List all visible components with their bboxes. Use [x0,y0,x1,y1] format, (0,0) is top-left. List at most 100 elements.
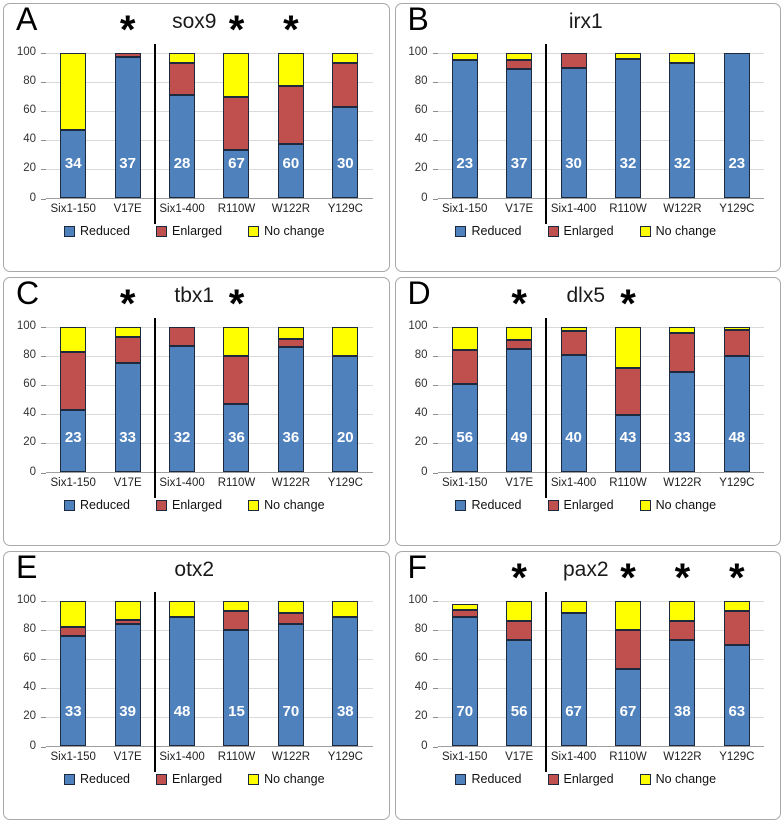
bar-segment-reduced [669,640,696,746]
y-axis: 0 20 40 60 80 100 [10,594,46,751]
x-tick-label: Six1-400 [550,751,597,763]
legend-swatch-enlarged [547,225,559,237]
bar-column-six1-400: 30 [546,53,600,198]
group-divider-line [545,318,548,498]
bar-segment-no-change [723,601,750,612]
bar-segment-reduced [114,363,141,472]
plot-area: 33 39 48 15 70 38 [46,592,373,772]
panel-title: dlx5 [566,284,606,307]
bar-segment-no-change [669,327,696,333]
stacked-bar-y129c [723,601,750,746]
stacked-bar-r110w [614,53,641,198]
stacked-bar-v17e [506,601,533,746]
bar-segment-enlarged [614,630,641,670]
legend-label: Enlarged [563,224,614,238]
bar-column-six1-400: 28 [155,53,209,198]
gridline [437,385,764,386]
stacked-bar-w122r [669,53,696,198]
bar-segment-enlarged [114,337,141,364]
stacked-bar-y129c [723,327,750,472]
bar-segment-enlarged [506,60,533,69]
y-axis: 0 20 40 60 80 100 [10,320,46,477]
panel-title: irx1 [568,10,603,33]
legend-label: No change [264,224,325,238]
y-tick-mark [41,355,46,357]
y-tick-mark [432,443,438,445]
significance-asterisk: * [228,8,245,52]
bar-segment-enlarged [614,367,641,416]
legend-item-no-change: No change [248,224,325,238]
bar-segment-no-change [223,601,250,612]
x-tick-label: R110W [609,203,647,215]
bar-segment-no-change [451,603,478,610]
bar-count-label: 70 [456,703,474,720]
stacked-bar-six1-400 [560,327,587,472]
x-tick-label: R110W [217,477,256,489]
x-tick-label: R110W [609,751,647,763]
y-tick-label: 40 [23,133,36,146]
legend-item-reduced: Reduced [455,498,522,512]
stacked-bar-r110w [223,53,250,198]
legend-swatch-reduced [455,499,467,511]
y-tick-mark [432,52,438,54]
y-axis: 0 20 40 60 80 100 [10,46,46,203]
legend: Reduced Enlarged No change [10,224,379,238]
legend-item-enlarged: Enlarged [156,772,222,786]
bar-segment-reduced [277,624,304,746]
x-axis-labels: Six1-150 V17E Six1-400 R110W W122R Y129C [46,751,373,763]
bar-segment-enlarged [723,329,750,356]
x-tick-label: Y129C [719,477,755,489]
x-tick-label: W122R [663,477,702,489]
legend-label: Reduced [471,498,522,512]
y-tick-label: 40 [414,681,428,694]
bar-column-six1-150: 23 [438,53,492,198]
stacked-bar-six1-150 [60,327,87,472]
bar-segment-reduced [451,383,478,472]
bar-segment-enlarged [223,611,250,630]
y-tick-label: 80 [23,74,36,87]
x-axis-labels: Six1-150 V17E Six1-400 R110W W122R Y129C [438,203,765,215]
bar-segment-reduced [332,106,359,198]
bar-segment-reduced [560,612,587,746]
y-tick-mark [432,688,438,690]
legend-item-reduced: Reduced [63,772,130,786]
bar-column-six1-400: 32 [155,327,209,472]
chart-area: 0 20 40 60 80 100 23 37 30 32 32 23 [402,44,771,224]
bar-segment-enlarged [223,356,250,404]
gridline [46,659,373,660]
bar-segment-reduced [223,403,250,472]
bar-segment-no-change [614,53,641,59]
bar-segment-enlarged [560,53,587,68]
y-tick-mark [41,110,46,112]
x-tick-label: Six1-150 [50,203,96,215]
bar-column-y129c: * 63 [710,556,764,746]
y-tick-label: 80 [414,348,428,361]
gridline [437,659,764,660]
legend-label: Enlarged [172,498,223,512]
legend-swatch-enlarged [156,499,168,511]
gridline [46,356,373,357]
y-tick-mark [432,658,438,660]
bar-segment-no-change [277,601,304,613]
bar-count-label: 23 [64,429,82,446]
chart-area: 0 20 40 60 80 100 70 * 56 67 * 67 * 38 * 63 [402,556,771,772]
bar-segment-reduced [332,356,359,472]
bar-column-y129c: 23 [710,53,764,198]
y-tick-label: 20 [23,436,36,449]
bar-count-label: 23 [456,155,474,172]
bar-count-label: 15 [228,703,245,720]
gridline [46,688,373,689]
bar-segment-reduced [60,129,87,198]
bar-segment-no-change [560,601,587,613]
bar-segment-enlarged [451,350,478,384]
bar-segment-no-change [723,327,750,330]
y-tick-mark [432,81,438,83]
group-divider-line [545,592,548,772]
bar-count-label: 49 [510,429,528,446]
x-tick-label: Six1-150 [442,751,488,763]
y-tick-label: 20 [23,162,36,175]
